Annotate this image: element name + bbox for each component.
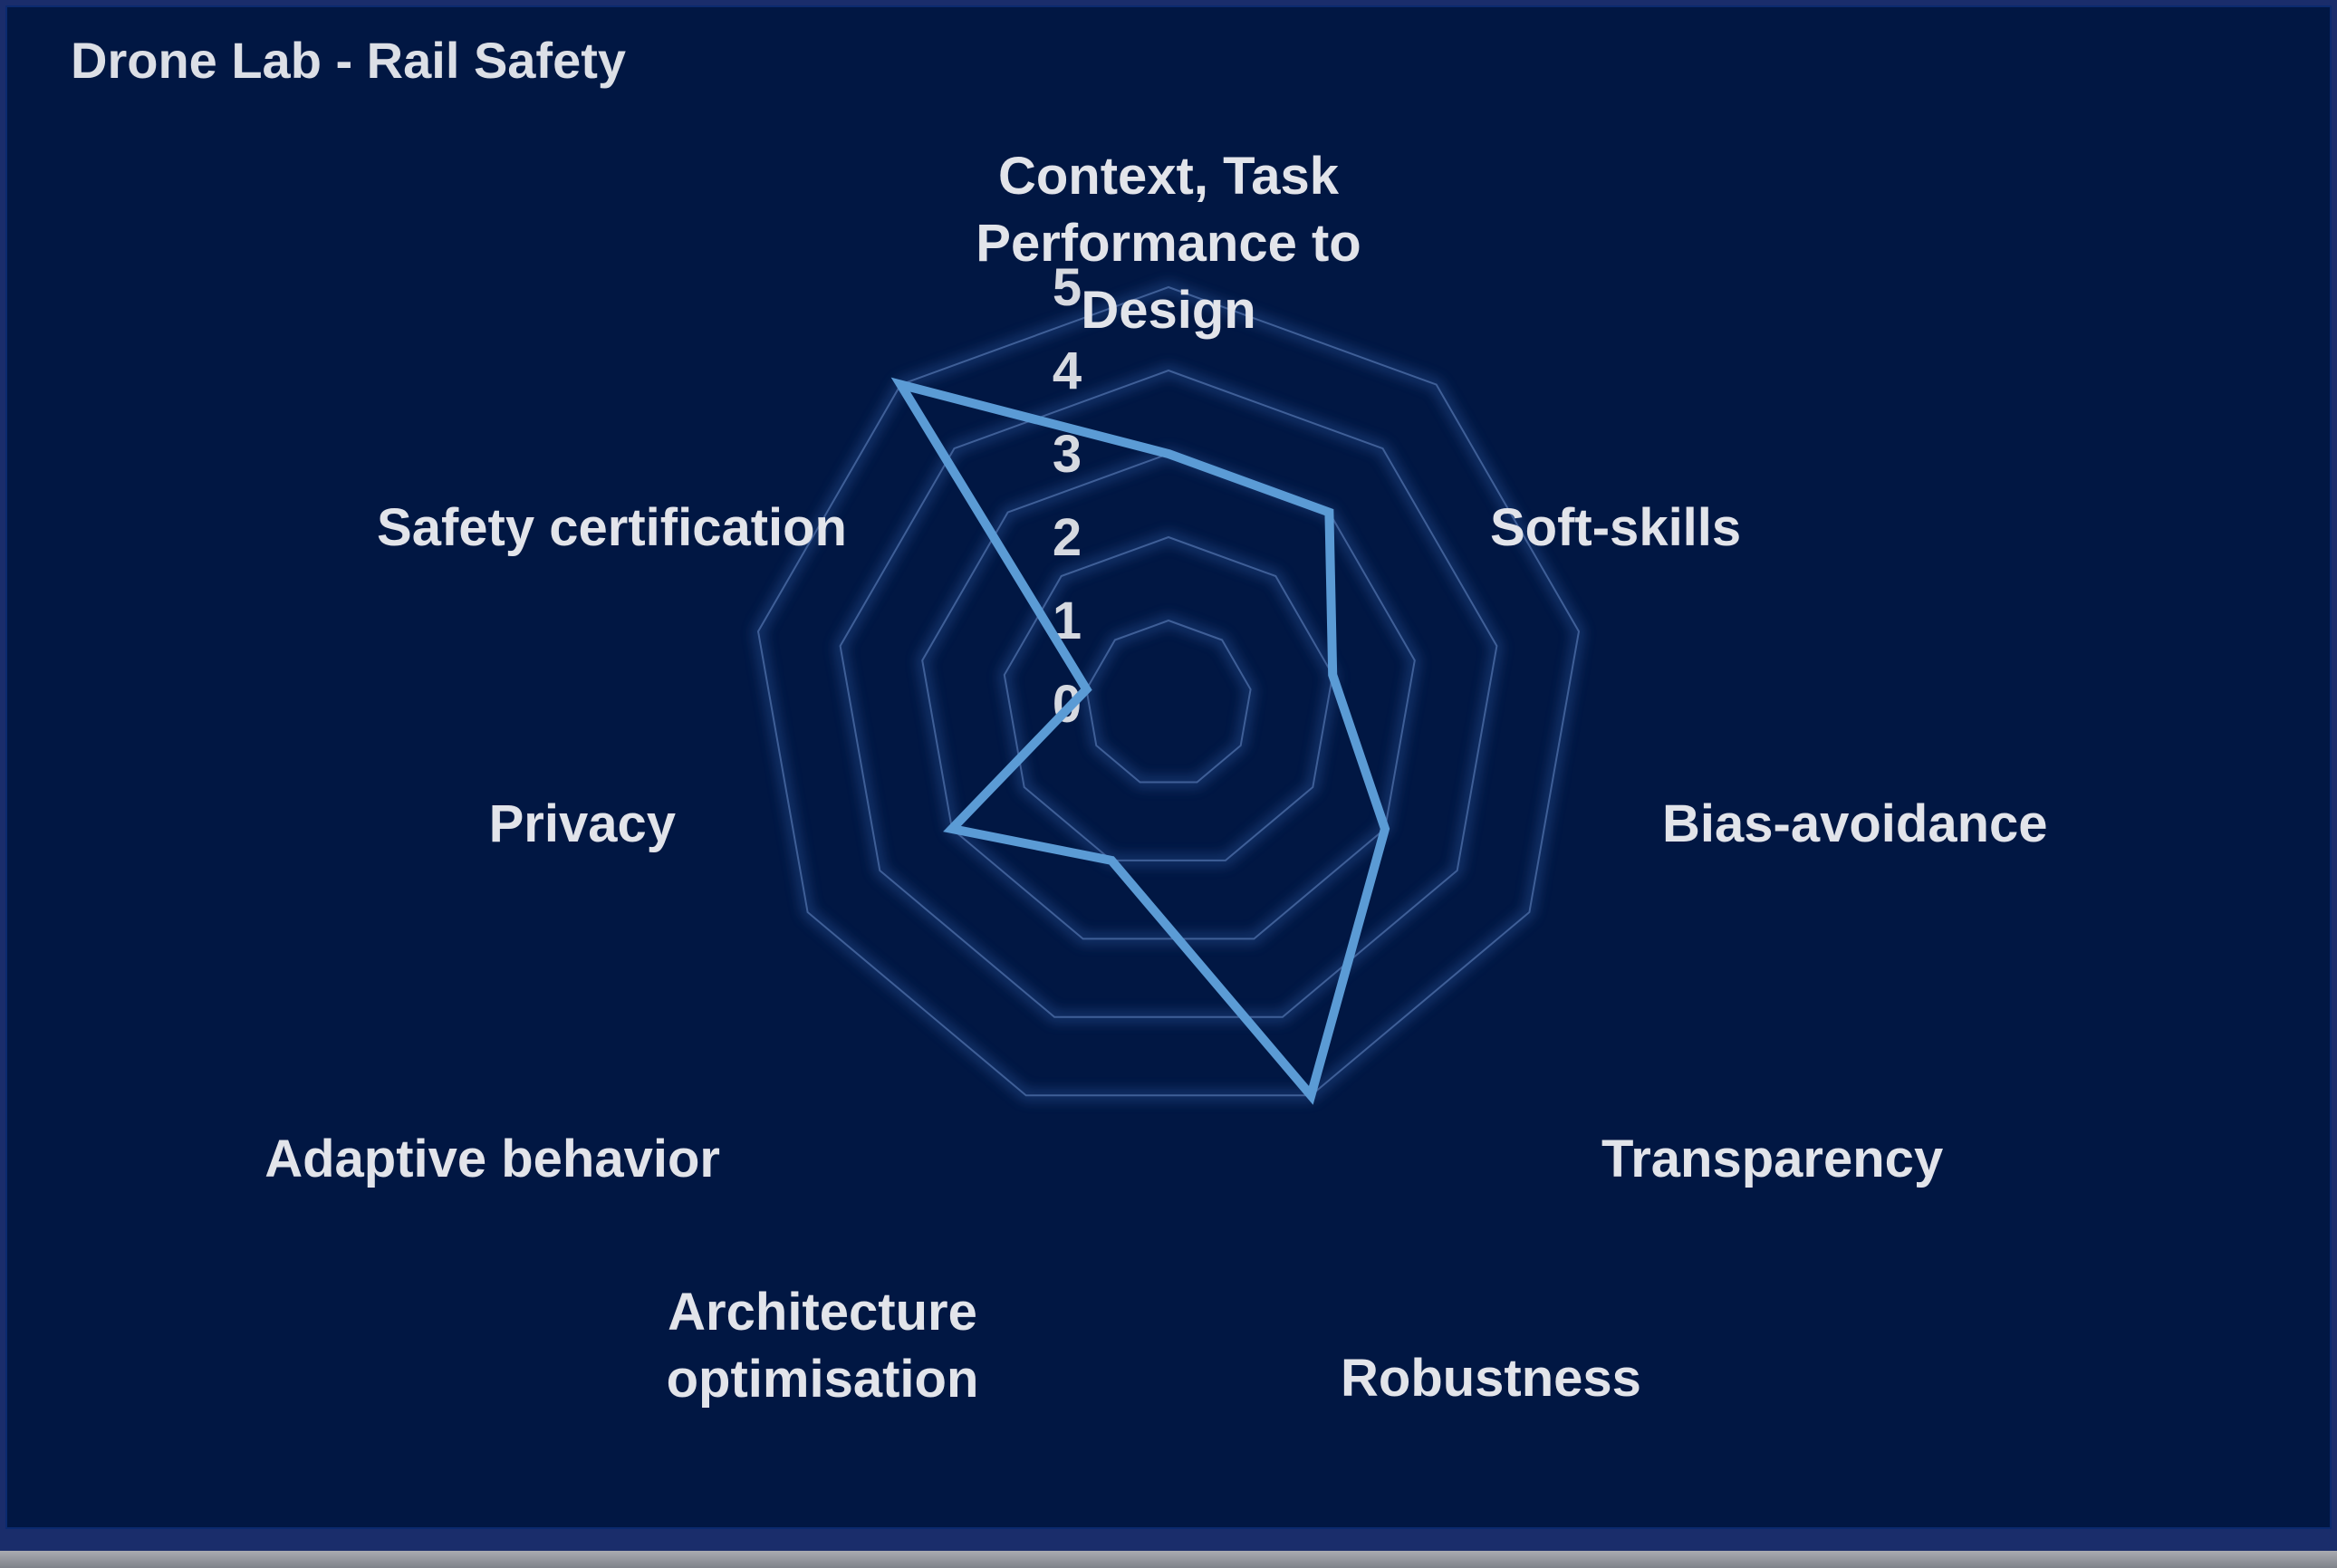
category-label: Privacy bbox=[489, 794, 676, 853]
tick-label: 4 bbox=[1053, 341, 1082, 400]
chart-area bbox=[5, 5, 2332, 1529]
category-label: Transparency bbox=[1601, 1130, 1943, 1188]
category-label: Bias-avoidance bbox=[1662, 794, 2048, 853]
grid-ring bbox=[1003, 535, 1334, 861]
chart-title: Drone Lab - Rail Safety bbox=[71, 32, 627, 89]
grid-ring bbox=[756, 285, 1581, 1097]
category-label: Adaptive behavior bbox=[264, 1130, 720, 1188]
tick-label: 5 bbox=[1053, 258, 1082, 317]
category-label: Robustness bbox=[1341, 1349, 1641, 1408]
category-label: Safety certification bbox=[377, 498, 847, 557]
category-label: Soft-skills bbox=[1490, 498, 1741, 557]
series-line bbox=[890, 377, 1390, 1105]
category-label: Architecture optimisation bbox=[667, 1283, 979, 1409]
grid-ring bbox=[1085, 619, 1252, 784]
category-label: Context, Task Performance to Design bbox=[976, 147, 1361, 340]
grid-ring bbox=[921, 452, 1416, 940]
tick-label: 2 bbox=[1053, 508, 1082, 567]
grid-ring bbox=[839, 369, 1498, 1018]
bottom-strip bbox=[0, 1551, 2337, 1568]
